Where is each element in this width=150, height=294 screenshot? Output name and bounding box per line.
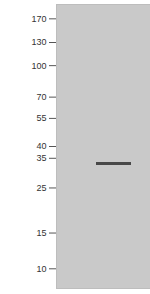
svg-text:170: 170 [31,14,46,24]
svg-text:35: 35 [36,153,46,163]
svg-text:70: 70 [36,92,46,102]
svg-text:130: 130 [31,37,46,47]
svg-text:10: 10 [36,264,46,274]
svg-text:25: 25 [36,183,46,193]
svg-text:40: 40 [36,141,46,151]
svg-text:15: 15 [36,228,46,238]
svg-text:55: 55 [36,113,46,123]
svg-text:100: 100 [31,61,46,71]
